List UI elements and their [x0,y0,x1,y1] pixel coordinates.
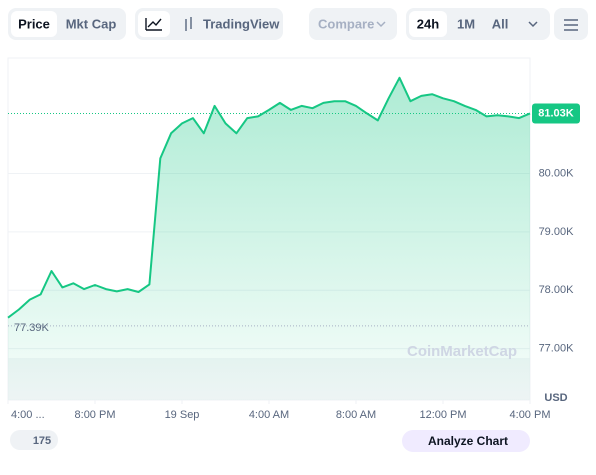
current-tag [532,103,580,124]
x-tick-label: 19 Sep [165,409,200,421]
chevron [528,21,538,28]
chevron [376,21,386,28]
range-1m[interactable]: 1M [457,16,475,31]
price-label[interactable]: Price [18,16,50,31]
price-button[interactable] [11,11,57,37]
x-tick-label: 4:00 PM [510,409,551,421]
range-24h[interactable]: 24h [417,16,439,31]
analyze-label[interactable]: Analyze Chart [428,434,508,448]
analyze-button[interactable] [402,430,530,452]
badge[interactable] [10,430,58,450]
candle-icon [185,17,192,31]
range-24h-button[interactable] [409,11,447,37]
x-tick-label: 8:00 PM [75,409,116,421]
current-label: 81.03K [538,107,574,119]
line-icon [145,18,162,31]
range-all[interactable]: All [492,16,509,31]
settings-button[interactable] [554,8,588,40]
settings-icon [564,19,578,31]
compare-label[interactable]: Compare [318,16,374,31]
x-tick-label: 4:00 AM [249,409,289,421]
low-label: 77.39K [14,322,50,334]
mktcap-label[interactable]: Mkt Cap [66,16,117,31]
x-tick-label: 4:00 ... [11,409,45,421]
compare-button[interactable] [309,8,397,40]
price-area [8,77,530,401]
line-button[interactable] [138,11,170,37]
y-tick-label: 78.00K [539,284,575,296]
y-tick-label: 77.00K [539,343,575,355]
chart-type-group [135,8,283,40]
y-tick-label: 79.00K [539,226,575,238]
watermark: CoinMarketCap [407,343,517,360]
y-tick-label: 80.00K [539,167,575,179]
badge-count[interactable]: 175 [33,435,51,447]
x-tick-label: 12:00 PM [419,409,466,421]
unit-label: USD [544,392,567,404]
x-tick-label: 8:00 AM [336,409,376,421]
tradingview-label[interactable]: TradingView [203,16,280,31]
price-line [7,76,531,319]
